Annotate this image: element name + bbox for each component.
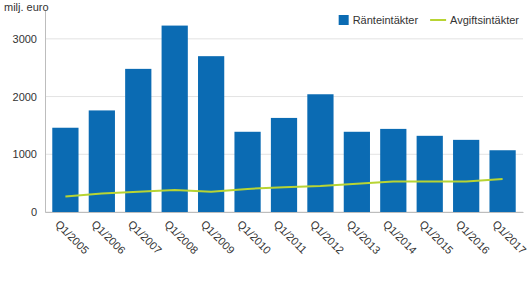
x-tick-label: Q1/2008 [162, 218, 200, 256]
legend-label: Avgiftsintäkter [450, 14, 519, 26]
x-tick: Q1/2011 [272, 212, 310, 256]
x-tick-label: Q1/2006 [89, 218, 127, 256]
x-tick: Q1/2010 [235, 212, 273, 256]
bar [307, 94, 333, 212]
x-tick-label: Q1/2011 [272, 218, 310, 256]
x-tick-label: Q1/2015 [417, 218, 455, 256]
y-tick: 3000 [13, 33, 45, 45]
y-tick: 0 [31, 206, 45, 218]
x-tick-label: Q1/2012 [308, 218, 346, 256]
grid-line [45, 96, 523, 97]
legend-item: Ränteintäkter [339, 14, 419, 26]
line [65, 179, 502, 196]
bar [89, 110, 115, 212]
y-axis-title: milj. euro [4, 1, 49, 13]
y-tick-label: 1000 [13, 148, 37, 160]
x-tick-label: Q1/2007 [126, 218, 164, 256]
y-axis: 0 1000 2000 3000 [13, 11, 46, 219]
chart: 0100020003000Q1/2005Q1/2006Q1/2007Q1/200… [0, 0, 529, 302]
x-tick: Q1/2017 [490, 212, 528, 256]
bar [162, 26, 188, 212]
legend-item: Avgiftsintäkter [430, 14, 519, 26]
x-tick: Q1/2016 [454, 212, 492, 256]
x-tick: Q1/2006 [89, 212, 127, 256]
x-tick: Q1/2008 [162, 212, 200, 256]
bar [198, 56, 224, 212]
legend-symbol [339, 15, 349, 25]
bar [271, 118, 297, 212]
y-tick-label: 0 [31, 206, 37, 218]
x-tick: Q1/2014 [381, 212, 419, 256]
legend-label: Ränteintäkter [353, 14, 419, 26]
bar [417, 136, 443, 212]
x-tick: Q1/2012 [308, 212, 346, 256]
bar [234, 132, 260, 212]
plot: 0100020003000Q1/2005Q1/2006Q1/2007Q1/200… [13, 11, 529, 257]
x-tick-label: Q1/2013 [344, 218, 382, 256]
x-tick-label: Q1/2017 [490, 218, 528, 256]
x-tick: Q1/2015 [417, 212, 455, 256]
y-tick-label: 3000 [13, 33, 37, 45]
grid-line [45, 38, 523, 39]
x-tick-label: Q1/2014 [381, 218, 419, 256]
x-tick-label: Q1/2009 [199, 218, 237, 256]
legend: Avgiftsintäkter Ränteintäkter [339, 14, 520, 26]
x-tick-label: Q1/2005 [53, 218, 91, 256]
bar [52, 128, 78, 212]
x-tick: Q1/2005 [53, 212, 91, 256]
y-tick: 2000 [13, 91, 45, 103]
y-axis-line [45, 11, 46, 213]
y-tick-label: 2000 [13, 91, 37, 103]
x-axis: Q1/2005Q1/2006Q1/2007Q1/2008Q1/2009Q1/20… [46, 212, 529, 256]
y-tick: 1000 [13, 148, 45, 160]
x-tick-label: Q1/2010 [235, 218, 273, 256]
bar [489, 150, 515, 212]
x-tick-label: Q1/2016 [454, 218, 492, 256]
bar [453, 140, 479, 212]
grid [45, 39, 523, 212]
marks [52, 26, 515, 212]
bar [344, 132, 370, 212]
x-tick: Q1/2007 [126, 212, 164, 256]
bar [380, 129, 406, 212]
x-tick: Q1/2009 [199, 212, 237, 256]
bar-series [52, 26, 515, 212]
legend-symbol [430, 19, 446, 21]
x-tick: Q1/2013 [344, 212, 382, 256]
x-axis-line [46, 212, 524, 213]
